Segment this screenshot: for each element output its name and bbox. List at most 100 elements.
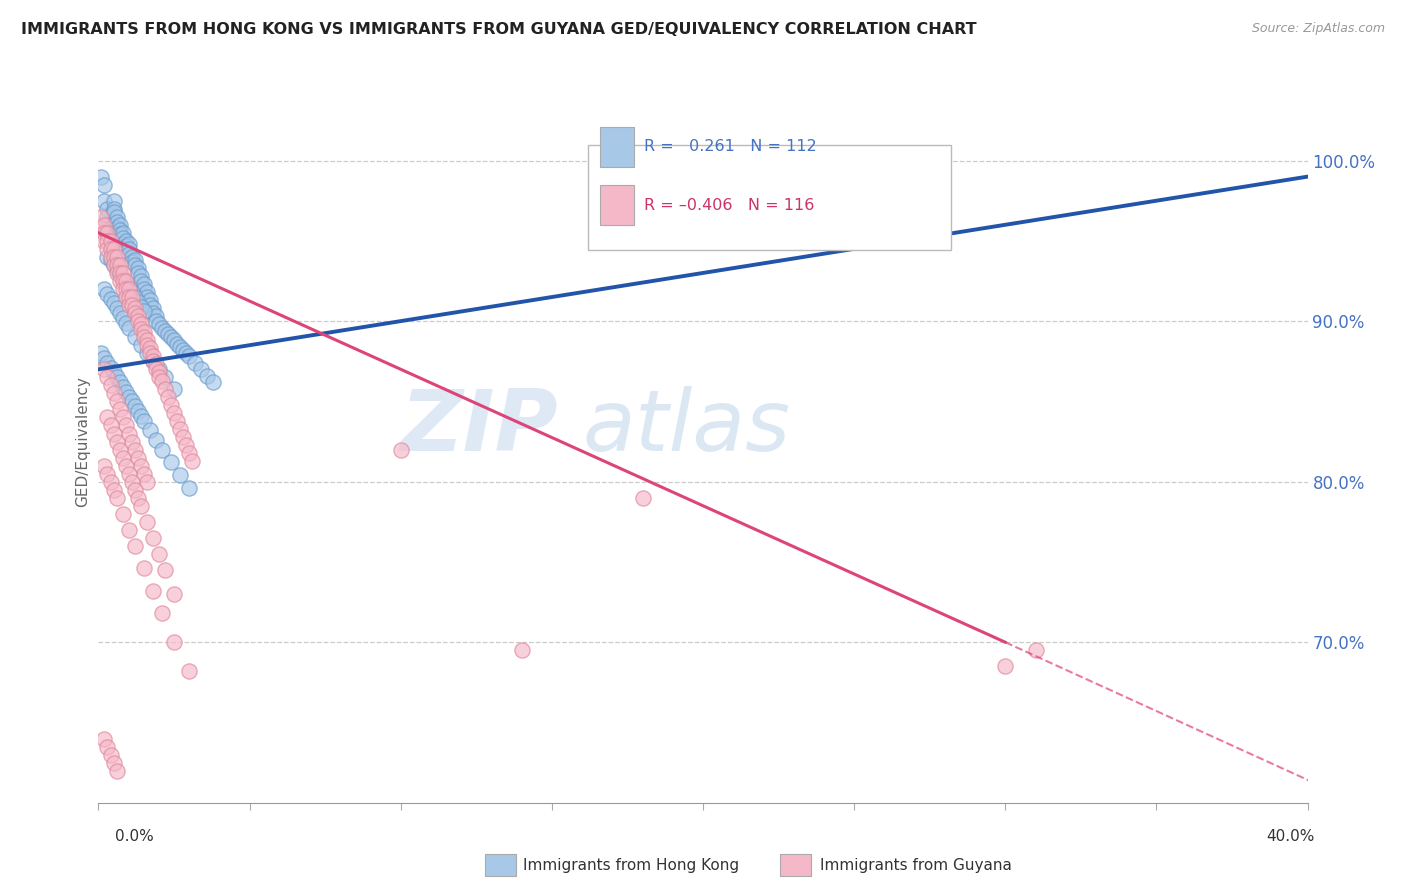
Point: [169, 422, 191, 436]
Point: [631, 491, 654, 505]
Point: [121, 298, 143, 312]
Point: [118, 426, 141, 441]
Point: [195, 368, 218, 383]
Point: [127, 450, 149, 465]
Point: [132, 326, 155, 340]
Point: [103, 426, 125, 441]
Point: [135, 515, 157, 529]
Point: [132, 467, 155, 481]
Point: [179, 350, 201, 364]
Point: [153, 324, 176, 338]
Point: [145, 310, 167, 324]
Point: [139, 342, 162, 356]
Point: [148, 362, 170, 376]
Point: [118, 467, 141, 481]
Point: [163, 587, 186, 601]
Point: [135, 334, 157, 348]
Point: [105, 214, 128, 228]
Point: [139, 293, 162, 308]
Point: [96, 410, 118, 425]
Text: Immigrants from Guyana: Immigrants from Guyana: [820, 858, 1011, 872]
Point: [142, 583, 165, 598]
Point: [118, 282, 141, 296]
Point: [103, 202, 125, 216]
Point: [100, 418, 122, 433]
Point: [118, 523, 141, 537]
Text: Source: ZipAtlas.com: Source: ZipAtlas.com: [1251, 22, 1385, 36]
Point: [105, 764, 128, 778]
Point: [93, 458, 115, 473]
Point: [114, 418, 136, 433]
Point: [93, 234, 115, 248]
Point: [129, 322, 152, 336]
Point: [108, 222, 131, 236]
Point: [111, 380, 134, 394]
Point: [124, 253, 146, 268]
Point: [148, 366, 170, 380]
Point: [142, 301, 165, 316]
Point: [127, 491, 149, 505]
Point: [132, 561, 155, 575]
Point: [114, 274, 136, 288]
Point: [105, 394, 128, 409]
Point: [114, 282, 136, 296]
Point: [153, 370, 176, 384]
Point: [169, 340, 191, 354]
Point: [135, 285, 157, 300]
Text: R =   0.261   N = 112: R = 0.261 N = 112: [644, 139, 817, 154]
Point: [100, 242, 122, 256]
Point: [135, 290, 157, 304]
Point: [93, 282, 115, 296]
Point: [118, 290, 141, 304]
Point: [118, 242, 141, 256]
Point: [172, 430, 194, 444]
Point: [150, 442, 173, 457]
Point: [93, 731, 115, 746]
Point: [153, 382, 176, 396]
Point: [139, 423, 162, 437]
Point: [132, 304, 155, 318]
Point: [124, 258, 146, 272]
Point: [105, 301, 128, 316]
Point: [100, 747, 122, 762]
Point: [142, 306, 165, 320]
Point: [108, 402, 131, 417]
Point: [93, 194, 115, 208]
Point: [105, 266, 128, 280]
Point: [163, 334, 186, 348]
Point: [121, 475, 143, 489]
Point: [129, 458, 152, 473]
Point: [114, 276, 136, 290]
Point: [103, 194, 125, 208]
Point: [103, 386, 125, 401]
Text: Immigrants from Hong Kong: Immigrants from Hong Kong: [523, 858, 740, 872]
Point: [124, 539, 146, 553]
Point: [135, 346, 157, 360]
Point: [163, 382, 186, 396]
Point: [105, 262, 128, 277]
Point: [127, 404, 149, 418]
Point: [111, 266, 134, 280]
Point: [96, 467, 118, 481]
Point: [114, 244, 136, 258]
Point: [111, 272, 134, 286]
Point: [103, 205, 125, 219]
Point: [111, 237, 134, 252]
Point: [100, 378, 122, 392]
Point: [129, 274, 152, 288]
Point: [100, 230, 122, 244]
FancyBboxPatch shape: [600, 128, 634, 167]
Point: [103, 242, 125, 256]
Point: [121, 254, 143, 268]
FancyBboxPatch shape: [600, 185, 634, 225]
Point: [132, 282, 155, 296]
Point: [124, 306, 146, 320]
Point: [100, 234, 122, 248]
Point: [93, 351, 115, 365]
Point: [169, 468, 191, 483]
Point: [105, 491, 128, 505]
Point: [108, 274, 131, 288]
Point: [166, 336, 188, 351]
Point: [142, 531, 165, 545]
Point: [90, 346, 112, 360]
